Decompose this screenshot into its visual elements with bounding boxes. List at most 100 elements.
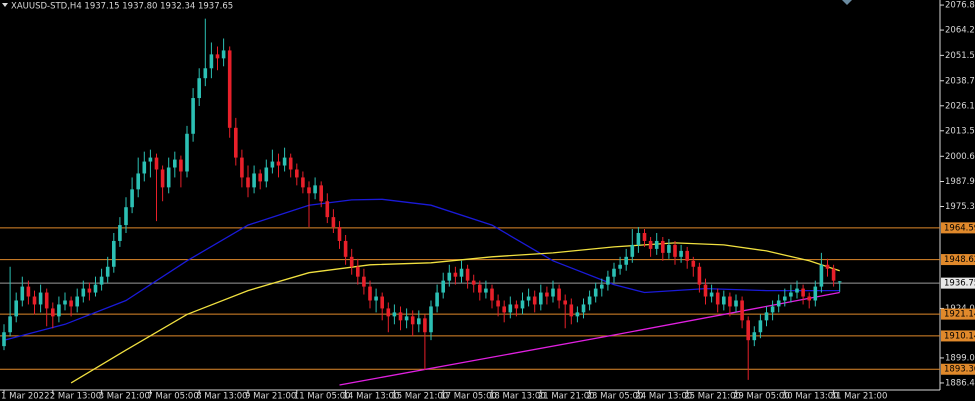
candle-body (514, 304, 519, 309)
candle-body (459, 268, 464, 277)
candle-body (496, 300, 500, 307)
level-label: 1910.14 (944, 331, 975, 341)
level-label: 1936.75 (944, 279, 975, 289)
candle-body (618, 264, 622, 269)
candle-body (2, 332, 6, 347)
candle-body (20, 286, 25, 301)
candle-body (112, 240, 116, 267)
candle-body (69, 300, 73, 307)
candle-body (557, 288, 561, 301)
candle-body (831, 268, 836, 281)
candle-body (307, 187, 311, 194)
candle-body (471, 280, 476, 285)
x-tick-label: 30 Mar 13:00 (782, 392, 839, 401)
candle-body (648, 240, 653, 249)
candle-body (234, 127, 238, 158)
candle-body (179, 159, 183, 172)
x-tick-label: 21 Mar 21:00 (538, 392, 595, 401)
candle-body (313, 185, 317, 194)
candle-body (551, 288, 555, 297)
candle-body (331, 217, 336, 228)
candle-body (539, 292, 543, 305)
y-tick-label: 2013.50 (945, 126, 975, 136)
x-tick-label: 11 Mar 05:00 (294, 392, 351, 401)
x-tick-label: 9 Mar 21:00 (245, 392, 296, 401)
candle-body (697, 266, 702, 285)
candle-body (14, 300, 18, 317)
y-tick-label: 2076.85 (945, 1, 975, 11)
candle-body (807, 296, 811, 301)
candle-body (319, 185, 323, 202)
moving-average (70, 242, 840, 384)
candle-body (160, 169, 165, 188)
candle-body (404, 316, 409, 321)
x-tick-label: 17 Mar 05:00 (440, 392, 497, 401)
y-tick-label: 1899.05 (945, 353, 975, 363)
candle-body (148, 157, 153, 162)
y-tick-label: 1987.95 (945, 177, 975, 187)
candle-body (410, 316, 415, 325)
candle-body (368, 286, 372, 301)
candle-body (667, 244, 671, 253)
candle-body (715, 292, 720, 305)
candle-body (398, 312, 403, 321)
candle-body (417, 318, 421, 325)
candle-body (728, 296, 732, 307)
candle-body (600, 284, 604, 289)
candle-body (173, 159, 177, 168)
candle-body (490, 288, 494, 301)
candle-body (99, 276, 104, 285)
level-label-bg (941, 330, 975, 342)
candle-body (447, 272, 452, 281)
candle-body (325, 201, 330, 218)
candle-body (288, 157, 293, 170)
candle-body (709, 292, 714, 297)
candle-body (423, 318, 427, 333)
x-tick-label: 15 Mar 21:00 (391, 392, 448, 401)
shift-marker (842, 0, 852, 5)
candle-body (349, 256, 354, 267)
candle-body (227, 50, 232, 128)
candle-body (654, 240, 659, 249)
candle-body (191, 98, 195, 134)
candle-body (429, 306, 433, 333)
candle-body (642, 233, 647, 241)
candle-body (32, 296, 37, 305)
candle-body (295, 169, 299, 178)
candle-body (593, 288, 598, 297)
candle-body (661, 240, 665, 253)
x-tick-label: 2 Mar 13:00 (50, 392, 101, 401)
candle-body (392, 312, 397, 317)
candle-body (252, 173, 256, 188)
candle-body (569, 304, 574, 317)
candle-body (545, 292, 549, 297)
candle-body (837, 281, 842, 283)
candle-body (136, 173, 140, 190)
candle-body (240, 157, 244, 178)
x-tick-label: 14 Mar 13:00 (343, 392, 400, 401)
candle-body (374, 296, 378, 301)
candle-body (264, 167, 269, 182)
x-tick-label: 1 Mar 2022 (1, 392, 49, 401)
candle-body (356, 266, 360, 277)
candle-body (783, 296, 787, 301)
y-tick-label: 2051.50 (945, 51, 975, 61)
x-tick-label: 3 Mar 21:00 (99, 392, 150, 401)
candle-body (386, 308, 391, 317)
candle-body (575, 312, 580, 317)
candle-body (502, 306, 506, 313)
x-tick-label: 24 Mar 13:00 (635, 392, 692, 401)
candle-body (301, 177, 305, 188)
candle-body (142, 161, 147, 174)
candle-body (362, 276, 366, 287)
y-tick-label: 2000.65 (945, 152, 975, 162)
menu-arrow (2, 3, 8, 7)
candle-body (270, 161, 275, 168)
candle-body (722, 296, 726, 305)
candle-body (441, 280, 445, 293)
candle-body (215, 54, 220, 59)
level-label-bg (941, 363, 975, 375)
level-label: 1948.62 (944, 255, 975, 265)
